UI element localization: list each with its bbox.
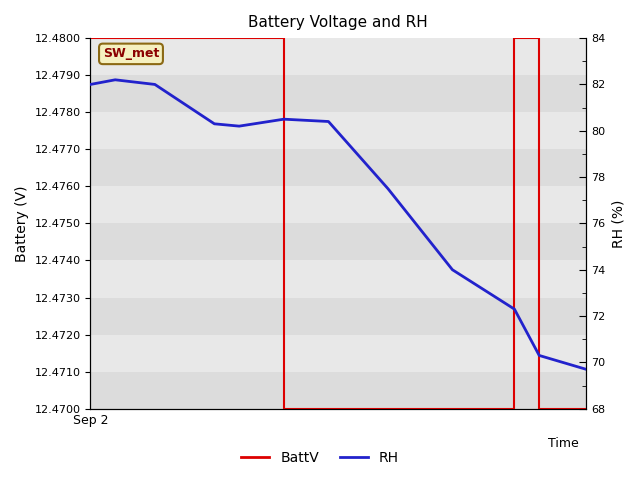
Y-axis label: Battery (V): Battery (V) (15, 185, 29, 262)
Bar (90, 75, 586, 112)
Bar (90, 186, 586, 223)
Bar (90, 298, 586, 335)
Bar (90, 38, 586, 75)
Y-axis label: RH (%): RH (%) (611, 199, 625, 248)
Bar (90, 335, 586, 372)
Bar (90, 149, 586, 186)
Legend: BattV, RH: BattV, RH (236, 445, 404, 471)
Bar (90, 372, 586, 409)
Bar (90, 112, 586, 149)
Title: Battery Voltage and RH: Battery Voltage and RH (248, 15, 428, 30)
Text: SW_met: SW_met (103, 48, 159, 60)
Bar (90, 223, 586, 261)
Bar (90, 261, 586, 298)
Text: Time: Time (548, 437, 579, 450)
